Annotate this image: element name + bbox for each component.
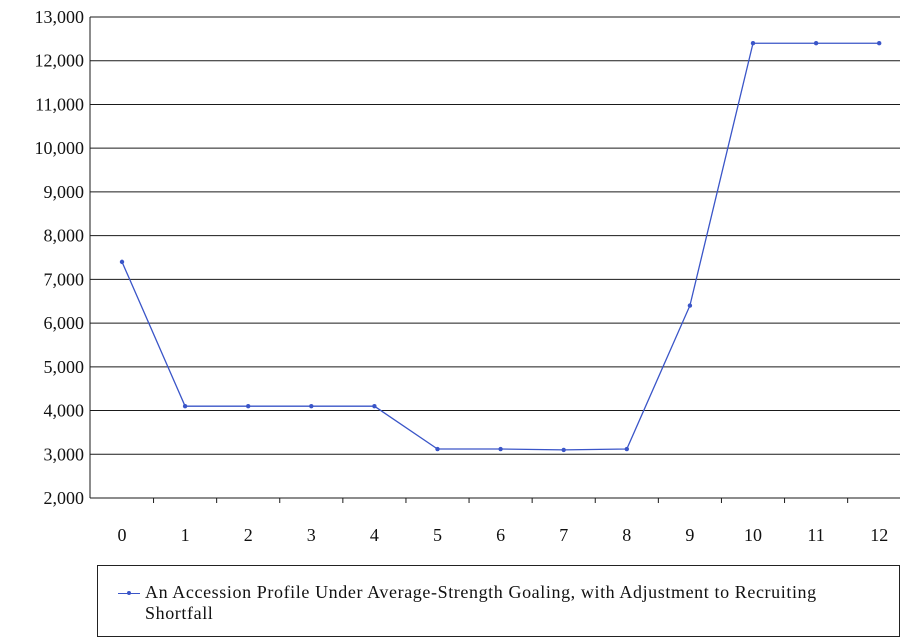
data-point: [687, 303, 693, 308]
data-point: [624, 446, 629, 452]
data-point: [561, 447, 566, 453]
x-tick-label: 9: [685, 525, 694, 545]
data-point: [498, 446, 503, 452]
x-tick-label: 6: [496, 525, 505, 545]
y-tick-label: 11,000: [35, 94, 84, 114]
series-group: [119, 41, 882, 453]
x-tick-label: 7: [559, 525, 568, 545]
data-point: [119, 259, 125, 265]
x-tick-label: 8: [622, 525, 631, 545]
data-point: [750, 41, 756, 46]
x-tick-label: 3: [307, 525, 316, 545]
y-tick-label: 12,000: [35, 51, 85, 71]
x-tick-label: 12: [870, 525, 888, 545]
y-tick-label: 2,000: [44, 488, 85, 508]
x-tick-label: 10: [744, 525, 762, 545]
x-tick-label: 11: [807, 525, 824, 545]
y-tick-label: 3,000: [44, 444, 85, 464]
legend: An Accession Profile Under Average-Stren…: [97, 565, 900, 637]
x-tick-label: 4: [370, 525, 379, 545]
x-axis-tick-labels: 0 1 2 3 4 5 6 7 8 9 10 11 12: [118, 525, 889, 545]
data-point: [182, 403, 188, 409]
legend-series-label: An Accession Profile Under Average-Stren…: [145, 582, 817, 623]
x-tick-label: 5: [433, 525, 442, 545]
y-tick-label: 7,000: [44, 269, 85, 289]
data-point: [246, 403, 251, 409]
y-axis-tick-labels: 2,000 3,000 4,000 5,000 6,000 7,000 8,000 9,000…: [35, 7, 85, 508]
data-point: [372, 403, 377, 409]
line-chart: 2,000 3,000 4,000 5,000 6,000 7,000 8,000 9,000…: [35, 7, 900, 545]
y-tick-label: 6,000: [44, 313, 85, 333]
gridlines: [90, 16, 900, 499]
legend-marker-swatch: [127, 591, 131, 595]
data-point: [877, 41, 882, 46]
y-tick-label: 5,000: [44, 357, 85, 377]
y-tick-label: 9,000: [44, 182, 85, 202]
x-tick-label: 2: [244, 525, 253, 545]
x-tick-label: 0: [118, 525, 127, 545]
y-tick-label: 4,000: [44, 401, 85, 421]
data-point: [435, 446, 440, 452]
data-point: [309, 403, 314, 409]
x-tick-label: 1: [181, 525, 190, 545]
y-tick-label: 10,000: [35, 138, 85, 158]
x-axis: [89, 17, 849, 503]
data-point: [813, 41, 819, 46]
y-tick-label: 13,000: [35, 7, 85, 27]
y-tick-label: 8,000: [44, 226, 85, 246]
